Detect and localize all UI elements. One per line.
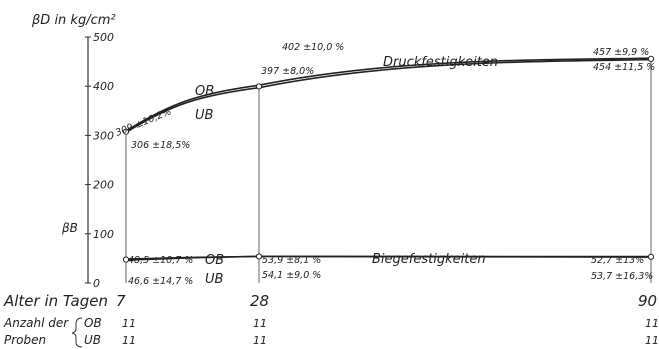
sample-count-ob: 11 — [645, 317, 659, 330]
sample-count-ub: 11 — [253, 334, 267, 347]
data-curves — [122, 55, 655, 263]
sample-count-ob: 11 — [122, 317, 136, 330]
samples-label-line1: Anzahl der — [3, 316, 69, 330]
y-tick-label: 0 — [93, 277, 100, 290]
point-label: 53,7 ±16,3% — [591, 271, 653, 282]
samples-ub-label: UB — [84, 333, 101, 347]
point-label: 397 ±8,0% — [261, 66, 314, 77]
x-axis-ticks: 7 28 90 — [116, 292, 657, 310]
series-label-druck-ub: UB — [195, 108, 214, 123]
data-point-druck — [255, 83, 263, 90]
sample-counts: 11 11 11 11 11 11 — [122, 317, 659, 347]
samples-brace — [71, 317, 83, 348]
y-axis-label-secondary: βB — [61, 221, 78, 235]
point-label: 306 ±18,5% — [131, 140, 190, 151]
point-label: 309 ±10,2% — [114, 106, 173, 138]
series-label-biege-ub: UB — [205, 272, 224, 287]
y-tick-label: 300 — [93, 129, 114, 142]
y-axis-label: βD in kg/cm² — [31, 13, 116, 28]
y-tick-label: 200 — [93, 179, 114, 192]
series-label-biege-ob: OB — [205, 253, 224, 268]
curve-title-biege: Biegefestigkeiten — [372, 252, 486, 267]
sample-count-ub: 11 — [122, 334, 136, 347]
curve-druck-ub — [125, 58, 652, 134]
y-tick-label: 100 — [93, 228, 114, 241]
x-tick-label: 90 — [638, 292, 657, 310]
x-tick-label: 7 — [116, 292, 126, 310]
samples-ob-label: OB — [84, 316, 102, 330]
curve-druck-ob — [125, 57, 652, 132]
data-point-biege — [122, 256, 130, 263]
point-label: 52,7 ±13% — [591, 255, 644, 266]
y-tick-label: 400 — [93, 80, 114, 93]
curve-title-druck: Druckfestigkeiten — [383, 55, 498, 70]
sample-count-ob: 11 — [253, 317, 267, 330]
series-label-druck-ob: OB — [195, 84, 214, 99]
point-label: 53,9 ±8,1 % — [262, 255, 321, 266]
point-label: 457 ±9,9 % — [593, 47, 649, 58]
point-label: 54,1 ±9,0 % — [262, 270, 321, 281]
data-point-biege — [647, 253, 655, 260]
y-tick-label: 500 — [93, 31, 114, 44]
point-label: 46,6 ±14,7 % — [128, 276, 193, 287]
x-axis-label: Alter in Tagen — [3, 292, 108, 310]
data-point-druck — [122, 128, 130, 135]
data-point-druck — [647, 55, 655, 62]
x-tick-label: 28 — [250, 292, 269, 310]
samples-label-line2: Proben — [4, 333, 46, 347]
point-label: 48,5 ±10,7 % — [128, 255, 193, 266]
point-labels: 309 ±10,2% 402 ±10,0 % 457 ±9,9 % 306 ±18,5… — [114, 42, 655, 287]
sample-count-ub: 11 — [645, 334, 659, 347]
point-label: 454 ±11,5 % — [593, 62, 655, 73]
point-label: 402 ±10,0 % — [282, 42, 344, 53]
y-axis-ticks: 0 100 200 300 400 500 — [85, 31, 114, 290]
curve-biege-ub — [125, 255, 652, 261]
data-point-biege — [255, 253, 263, 260]
